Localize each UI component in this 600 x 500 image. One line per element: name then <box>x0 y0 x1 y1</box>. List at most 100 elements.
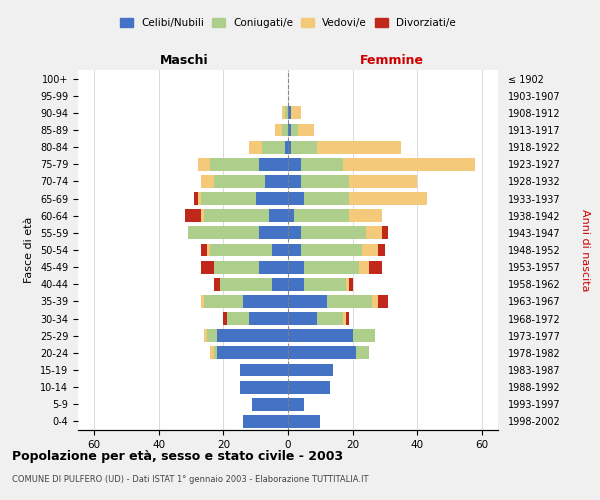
Bar <box>262 140 285 153</box>
Bar <box>362 244 379 256</box>
Bar <box>349 192 427 205</box>
Bar <box>291 106 301 120</box>
Bar <box>211 244 272 256</box>
Bar <box>217 346 288 360</box>
Bar <box>253 398 288 410</box>
Bar <box>214 175 265 188</box>
Bar <box>288 346 356 360</box>
Bar <box>304 260 359 274</box>
Bar <box>288 312 317 325</box>
Bar <box>349 210 382 222</box>
Bar <box>188 226 259 239</box>
Bar <box>288 260 304 274</box>
Bar <box>243 295 288 308</box>
Bar <box>204 295 243 308</box>
Bar <box>288 278 304 290</box>
Bar <box>194 192 197 205</box>
Bar <box>288 380 330 394</box>
Bar <box>353 330 375 342</box>
Text: COMUNE DI PULFERO (UD) - Dati ISTAT 1° gennaio 2003 - Elaborazione TUTTITALIA.IT: COMUNE DI PULFERO (UD) - Dati ISTAT 1° g… <box>12 475 368 484</box>
Bar <box>201 244 207 256</box>
Bar <box>201 192 256 205</box>
Bar <box>288 192 304 205</box>
Bar <box>214 260 259 274</box>
Text: Maschi: Maschi <box>160 54 209 66</box>
Bar <box>372 295 379 308</box>
Bar <box>259 158 288 170</box>
Bar <box>223 312 227 325</box>
Bar <box>288 364 333 376</box>
Bar <box>301 244 362 256</box>
Bar <box>317 140 401 153</box>
Bar <box>217 330 288 342</box>
Bar <box>356 346 369 360</box>
Bar <box>201 295 204 308</box>
Bar <box>239 380 288 394</box>
Bar <box>214 278 220 290</box>
Bar <box>201 260 214 274</box>
Bar <box>269 210 288 222</box>
Bar <box>201 210 204 222</box>
Bar <box>281 106 285 120</box>
Bar <box>365 226 382 239</box>
Bar <box>288 158 301 170</box>
Bar <box>239 364 288 376</box>
Bar <box>227 312 249 325</box>
Bar <box>185 210 201 222</box>
Bar <box>379 295 388 308</box>
Bar <box>256 192 288 205</box>
Bar <box>272 244 288 256</box>
Bar <box>291 140 317 153</box>
Y-axis label: Fasce di età: Fasce di età <box>25 217 34 283</box>
Bar <box>301 158 343 170</box>
Bar <box>379 244 385 256</box>
Bar <box>346 312 349 325</box>
Bar <box>288 415 320 428</box>
Text: Popolazione per età, sesso e stato civile - 2003: Popolazione per età, sesso e stato civil… <box>12 450 343 463</box>
Bar <box>285 106 288 120</box>
Bar <box>272 278 288 290</box>
Bar <box>288 124 291 136</box>
Y-axis label: Anni di nascita: Anni di nascita <box>580 209 590 291</box>
Bar <box>288 140 291 153</box>
Bar <box>207 244 211 256</box>
Bar <box>288 175 301 188</box>
Bar <box>285 140 288 153</box>
Bar <box>288 330 353 342</box>
Bar <box>259 226 288 239</box>
Bar <box>207 330 217 342</box>
Bar <box>288 106 291 120</box>
Bar <box>197 192 201 205</box>
Bar <box>298 124 314 136</box>
Bar <box>301 226 365 239</box>
Legend: Celibi/Nubili, Coniugati/e, Vedovi/e, Divorziati/e: Celibi/Nubili, Coniugati/e, Vedovi/e, Di… <box>116 14 460 32</box>
Bar <box>304 192 349 205</box>
Bar <box>317 312 343 325</box>
Bar <box>288 210 295 222</box>
Bar <box>220 278 272 290</box>
Bar <box>288 398 304 410</box>
Bar <box>265 175 288 188</box>
Bar <box>343 312 346 325</box>
Bar <box>382 226 388 239</box>
Bar <box>349 175 417 188</box>
Bar <box>288 295 327 308</box>
Text: Femmine: Femmine <box>359 54 424 66</box>
Bar <box>281 124 288 136</box>
Bar <box>197 158 211 170</box>
Bar <box>249 140 262 153</box>
Bar <box>201 175 214 188</box>
Bar <box>304 278 346 290</box>
Bar <box>288 226 301 239</box>
Bar <box>204 330 207 342</box>
Bar <box>343 158 475 170</box>
Bar <box>291 124 298 136</box>
Bar <box>295 210 349 222</box>
Bar <box>301 175 349 188</box>
Bar <box>259 260 288 274</box>
Bar <box>249 312 288 325</box>
Bar <box>349 278 353 290</box>
Bar <box>211 158 259 170</box>
Bar <box>288 244 301 256</box>
Bar <box>369 260 382 274</box>
